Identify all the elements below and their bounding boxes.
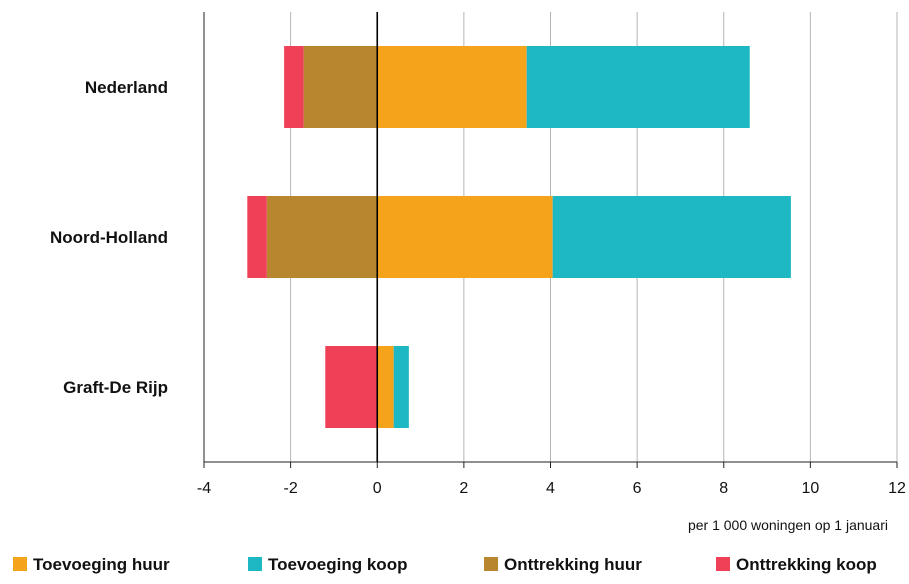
bar-graft-de-rijp-onttrekking-koop: [325, 346, 378, 428]
legend-swatch-onttrekking-koop: [716, 557, 730, 571]
category-label-graft-de-rijp: Graft-De Rijp: [63, 378, 168, 397]
legend-label-toevoeging-koop: Toevoeging koop: [268, 555, 407, 574]
legend-swatch-toevoeging-koop: [248, 557, 262, 571]
x-tick-label-12: 12: [888, 480, 906, 497]
bar-noord-holland-onttrekking-koop: [247, 196, 267, 278]
category-label-nederland: Nederland: [85, 78, 168, 97]
x-tick-label-4: -4: [197, 480, 211, 497]
category-label-noord-holland: Noord-Holland: [50, 228, 168, 247]
legend-label-toevoeging-huur: Toevoeging huur: [33, 555, 170, 574]
x-tick-label-4: 4: [546, 480, 555, 497]
bar-graft-de-rijp-toevoeging-huur: [377, 346, 394, 428]
bar-noord-holland-toevoeging-koop: [552, 196, 791, 278]
axes: [203, 12, 898, 468]
bar-nederland-onttrekking-huur: [303, 46, 378, 128]
bar-noord-holland-toevoeging-huur: [377, 196, 553, 278]
legend-item-onttrekking-huur: Onttrekking huur: [484, 555, 642, 574]
bar-noord-holland-onttrekking-huur: [266, 196, 378, 278]
legend-label-onttrekking-huur: Onttrekking huur: [504, 555, 642, 574]
bar-graft-de-rijp-toevoeging-koop: [393, 346, 409, 428]
x-tick-label-0: 0: [373, 480, 382, 497]
legend-label-onttrekking-koop: Onttrekking koop: [736, 555, 877, 574]
x-tick-label-8: 8: [719, 480, 728, 497]
bar-nederland-toevoeging-huur: [377, 46, 527, 128]
legend: Toevoeging huur Toevoeging koop Onttrekkin…: [13, 555, 877, 574]
x-axis-unit-label: per 1 000 woningen op 1 januari: [688, 517, 888, 533]
legend-swatch-onttrekking-huur: [484, 557, 498, 571]
x-tick-label-6: 6: [633, 480, 642, 497]
bar-nederland-toevoeging-koop: [526, 46, 750, 128]
legend-swatch-toevoeging-huur: [13, 557, 27, 571]
x-tick-label-10: 10: [801, 480, 819, 497]
bars: [247, 46, 791, 428]
labels: -4 -2 0 2 4 6 8 10 12 Nederland Noord-Holland Graft…: [50, 78, 906, 497]
legend-item-onttrekking-koop: Onttrekking koop: [716, 555, 877, 574]
legend-item-toevoeging-huur: Toevoeging huur: [13, 555, 170, 574]
bar-nederland-onttrekking-koop: [284, 46, 304, 128]
x-tick-label-2: -2: [284, 480, 298, 497]
legend-item-toevoeging-koop: Toevoeging koop: [248, 555, 407, 574]
x-tick-label-2: 2: [459, 480, 468, 497]
